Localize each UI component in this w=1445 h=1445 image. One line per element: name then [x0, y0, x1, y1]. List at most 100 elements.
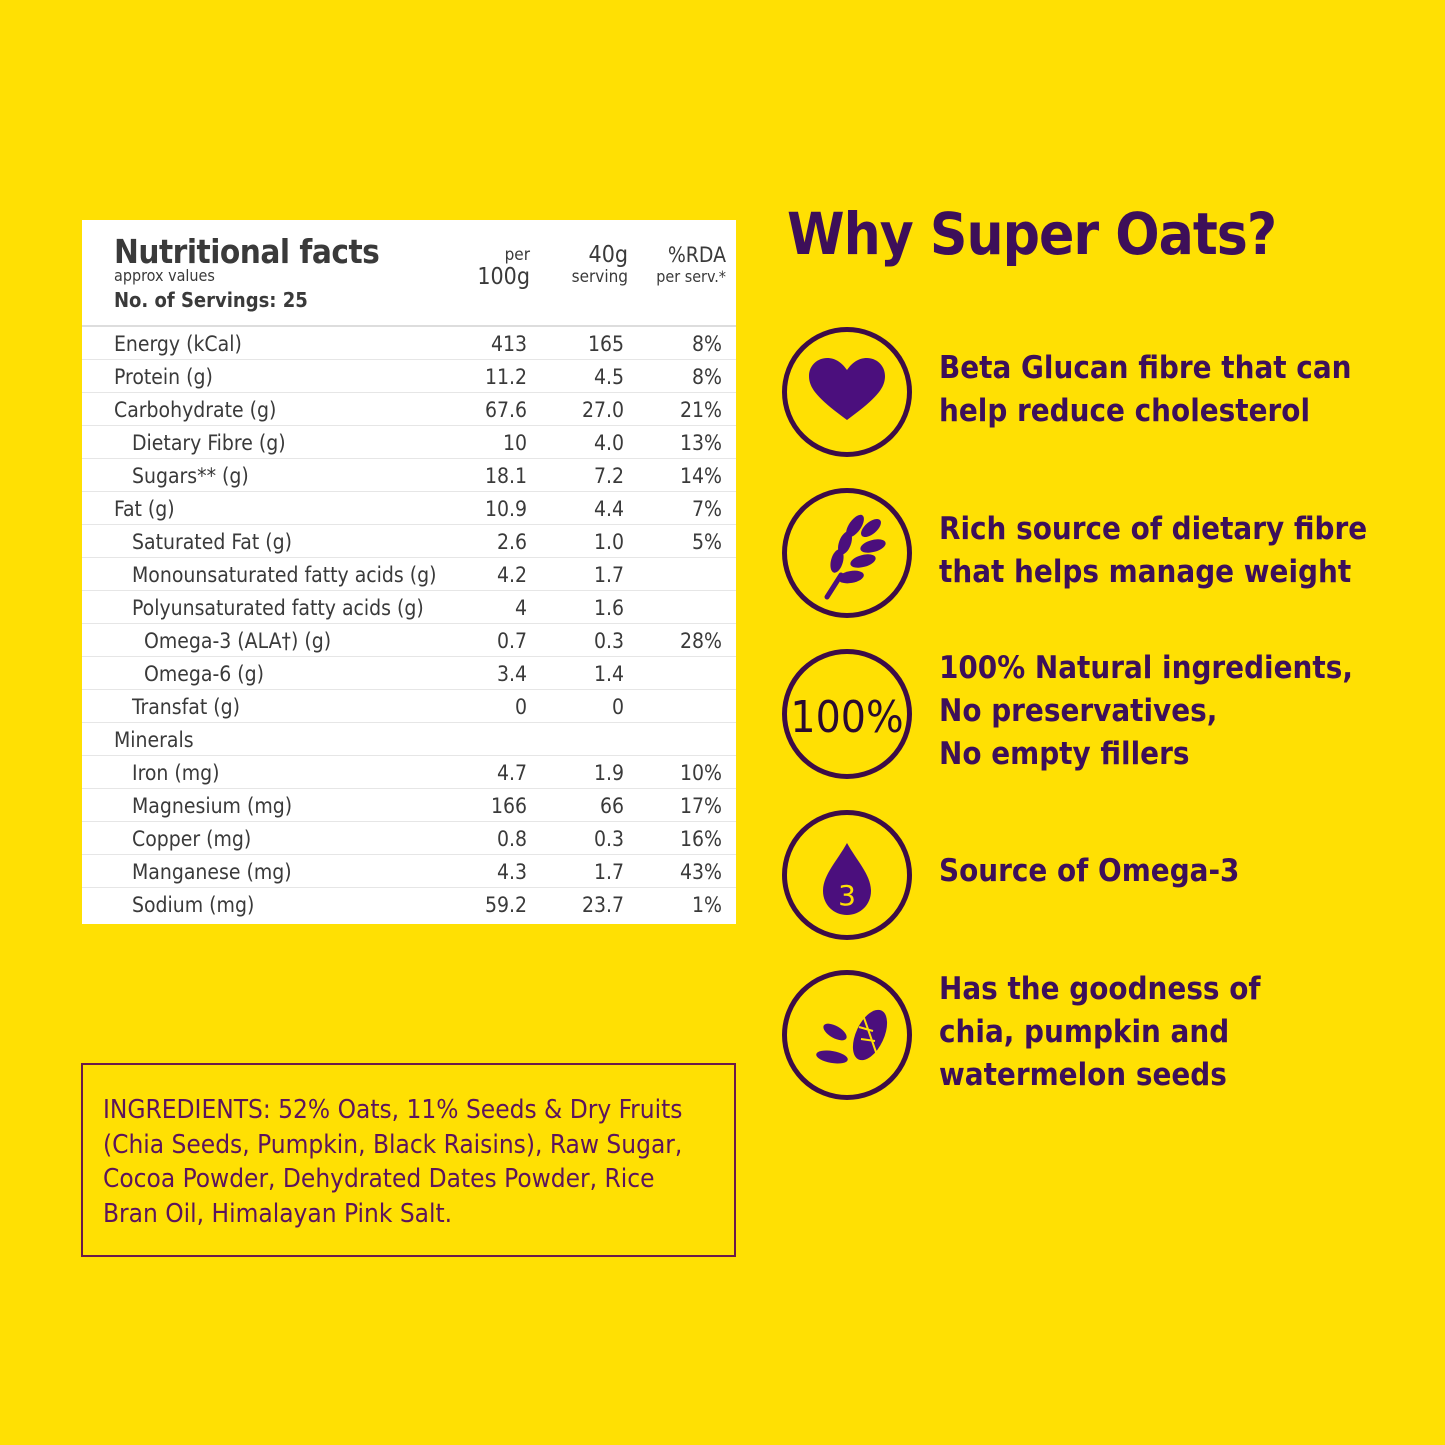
- feature-icon-circle: [782, 970, 912, 1100]
- hundred-percent-icon: 100%: [790, 692, 903, 743]
- value-per-serving: 0.3: [593, 827, 624, 851]
- value-per-100g: 4.3: [496, 860, 527, 884]
- value-per-serving: 4.5: [593, 365, 624, 389]
- feature-item: 3 Source of Omega-3: [782, 810, 1442, 950]
- value-per-serving: 0: [611, 695, 624, 719]
- value-per-serving: 1.9: [593, 761, 624, 785]
- table-row: Energy (kCal) 413 165 8%: [82, 327, 736, 360]
- table-row: Polyunsaturated fatty acids (g) 4 1.6: [82, 591, 736, 624]
- value-per-serving: 1.6: [593, 596, 624, 620]
- value-rda: 21%: [680, 398, 722, 422]
- table-row: Fat (g) 10.9 4.4 7%: [82, 492, 736, 525]
- feature-item: Rich source of dietary fibre that helps m…: [782, 488, 1442, 628]
- nutrient-name: Iron (mg): [132, 761, 220, 785]
- nutrient-name: Fat (g): [114, 497, 175, 521]
- nutrition-title: Nutritional facts: [114, 232, 380, 271]
- table-row: Carbohydrate (g) 67.6 27.0 21%: [82, 393, 736, 426]
- column-header-serving: 40g serving: [572, 244, 628, 288]
- nutrient-name: Sugars** (g): [132, 464, 249, 488]
- value-per-100g: 11.2: [484, 365, 527, 389]
- ingredients-box: INGREDIENTS: 52% Oats, 11% Seeds & Dry F…: [81, 1063, 736, 1257]
- table-row: Copper (mg) 0.8 0.3 16%: [82, 822, 736, 855]
- value-per-serving: 1.4: [593, 662, 624, 686]
- nutrition-header: Nutritional facts approx values No. of S…: [82, 220, 736, 327]
- value-per-serving: 0.3: [593, 629, 624, 653]
- value-per-100g: 4.2: [496, 563, 527, 587]
- table-row: Omega-6 (g) 3.4 1.4: [82, 657, 736, 690]
- value-per-serving: 1.7: [593, 860, 624, 884]
- value-per-serving: 27.0: [581, 398, 624, 422]
- table-row: Omega-3 (ALA†) (g) 0.7 0.3 28%: [82, 624, 736, 657]
- nutrient-name: Energy (kCal): [114, 332, 242, 356]
- column-header-per-100g: per 100g: [477, 244, 530, 290]
- value-rda: 8%: [692, 365, 722, 389]
- feature-line: Beta Glucan fibre that can: [939, 350, 1352, 386]
- value-per-100g: 10.9: [484, 497, 527, 521]
- value-per-100g: 4.7: [496, 761, 527, 785]
- servings-count: No. of Servings: 25: [114, 288, 308, 312]
- column-header-line: per: [504, 245, 530, 265]
- value-per-100g: 59.2: [484, 893, 527, 917]
- nutrition-subtitle: approx values: [114, 266, 215, 285]
- value-rda: 16%: [680, 827, 722, 851]
- column-header-line: 40g: [588, 242, 628, 268]
- value-per-100g: 166: [490, 794, 527, 818]
- nutrient-name: Omega-3 (ALA†) (g): [144, 629, 332, 653]
- feature-text: Source of Omega-3: [939, 850, 1239, 893]
- value-per-100g: 18.1: [484, 464, 527, 488]
- value-per-serving: 1.7: [593, 563, 624, 587]
- value-per-serving: 23.7: [581, 893, 624, 917]
- value-rda: 43%: [680, 860, 722, 884]
- column-header-line: serving: [571, 267, 628, 287]
- feature-line: watermelon seeds: [939, 1057, 1227, 1093]
- nutrient-name: Minerals: [114, 728, 194, 752]
- feature-line: help reduce cholesterol: [939, 393, 1311, 429]
- column-header-line: 100g: [477, 264, 530, 290]
- table-row: Manganese (mg) 4.3 1.7 43%: [82, 855, 736, 888]
- nutrient-name: Magnesium (mg): [132, 794, 293, 818]
- column-header-line: %RDA: [667, 243, 726, 267]
- seeds-icon: [816, 1009, 888, 1064]
- value-per-100g: 0.8: [496, 827, 527, 851]
- table-row: Iron (mg) 4.7 1.9 10%: [82, 756, 736, 789]
- value-per-serving: 4.0: [593, 431, 624, 455]
- feature-line: that helps manage weight: [939, 554, 1352, 590]
- feature-item: Beta Glucan fibre that can help reduce ch…: [782, 327, 1442, 467]
- feature-icon-circle: [782, 488, 912, 618]
- value-per-100g: 10: [502, 431, 527, 455]
- table-row: Protein (g) 11.2 4.5 8%: [82, 360, 736, 393]
- feature-item: 100% 100% Natural ingredients, No preserv…: [782, 649, 1442, 789]
- nutrient-name: Transfat (g): [132, 695, 240, 719]
- nutrient-name: Omega-6 (g): [144, 662, 265, 686]
- value-per-100g: 3.4: [496, 662, 527, 686]
- feature-line: 100% Natural ingredients,: [939, 650, 1353, 686]
- table-row: Saturated Fat (g) 2.6 1.0 5%: [82, 525, 736, 558]
- feature-text: Beta Glucan fibre that can help reduce ch…: [939, 347, 1352, 433]
- nutrient-name: Copper (mg): [132, 827, 252, 851]
- column-header-line: per serv.*: [656, 267, 726, 286]
- table-row: Monounsaturated fatty acids (g) 4.2 1.7: [82, 558, 736, 591]
- value-per-serving: 66: [599, 794, 624, 818]
- feature-line: Rich source of dietary fibre: [939, 511, 1368, 547]
- table-row: Minerals: [82, 723, 736, 756]
- feature-icon-circle: 3: [782, 810, 912, 940]
- value-rda: 14%: [680, 464, 722, 488]
- value-rda: 28%: [680, 629, 722, 653]
- value-rda: 13%: [680, 431, 722, 455]
- value-per-100g: 2.6: [496, 530, 527, 554]
- feature-line: chia, pumpkin and: [939, 1014, 1230, 1050]
- value-per-100g: 67.6: [484, 398, 527, 422]
- feature-line: Source of Omega-3: [939, 853, 1240, 889]
- table-row: Transfat (g) 0 0: [82, 690, 736, 723]
- table-row: Sugars** (g) 18.1 7.2 14%: [82, 459, 736, 492]
- feature-text: Has the goodness of chia, pumpkin and wate…: [939, 968, 1261, 1097]
- value-rda: 10%: [680, 761, 722, 785]
- nutrient-name: Protein (g): [114, 365, 213, 389]
- column-header-rda: %RDA per serv.*: [656, 244, 726, 288]
- feature-icon-circle: 100%: [782, 649, 912, 779]
- nutrient-name: Saturated Fat (g): [132, 530, 292, 554]
- value-per-serving: 4.4: [593, 497, 624, 521]
- nutrient-name: Polyunsaturated fatty acids (g): [132, 596, 424, 620]
- value-per-100g: 413: [490, 332, 527, 356]
- wheat-icon: [824, 514, 886, 600]
